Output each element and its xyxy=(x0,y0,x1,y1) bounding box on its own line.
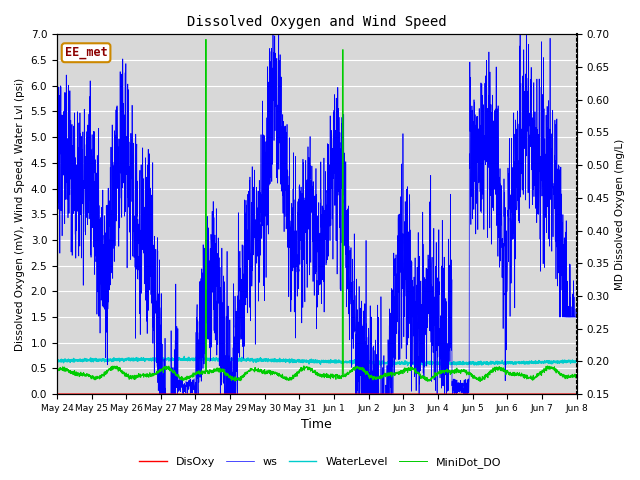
DisOxy xyxy=(143,391,151,397)
ws xyxy=(275,58,283,63)
WaterLevel xyxy=(507,361,515,367)
ws xyxy=(156,391,163,397)
Y-axis label: MD Dissolved Oxygen (mg/L): MD Dissolved Oxygen (mg/L) xyxy=(615,139,625,290)
WaterLevel xyxy=(573,359,580,365)
Y-axis label: Dissolved Oxygen (mV), Wind Speed, Water Lvl (psi): Dissolved Oxygen (mV), Wind Speed, Water… xyxy=(15,78,25,351)
WaterLevel xyxy=(113,357,120,362)
DisOxy xyxy=(573,391,580,397)
WaterLevel xyxy=(180,354,188,360)
DisOxy xyxy=(252,391,260,397)
Line: WaterLevel: WaterLevel xyxy=(57,357,577,366)
WaterLevel xyxy=(407,363,415,369)
MiniDot_DO xyxy=(563,373,570,379)
ws xyxy=(53,231,61,237)
WaterLevel xyxy=(143,356,151,362)
DisOxy xyxy=(113,391,120,397)
MiniDot_DO xyxy=(202,36,209,42)
ws xyxy=(143,207,151,213)
Text: EE_met: EE_met xyxy=(65,46,108,59)
ws xyxy=(573,314,580,320)
MiniDot_DO xyxy=(253,367,260,372)
MiniDot_DO xyxy=(143,373,151,379)
MiniDot_DO xyxy=(275,372,283,378)
DisOxy xyxy=(563,391,570,397)
MiniDot_DO xyxy=(113,365,120,371)
ws xyxy=(563,314,570,320)
Line: ws: ws xyxy=(57,35,577,394)
ws xyxy=(113,218,120,224)
ws xyxy=(507,214,515,220)
MiniDot_DO xyxy=(424,378,431,384)
DisOxy xyxy=(275,391,282,397)
Line: MiniDot_DO: MiniDot_DO xyxy=(57,39,577,381)
DisOxy xyxy=(507,391,515,397)
ws xyxy=(253,184,260,190)
X-axis label: Time: Time xyxy=(301,419,332,432)
MiniDot_DO xyxy=(53,367,61,373)
MiniDot_DO xyxy=(507,372,515,377)
MiniDot_DO xyxy=(573,373,580,379)
Title: Dissolved Oxygen and Wind Speed: Dissolved Oxygen and Wind Speed xyxy=(187,15,447,29)
WaterLevel xyxy=(53,358,61,364)
WaterLevel xyxy=(253,356,260,362)
WaterLevel xyxy=(275,358,283,363)
Legend: DisOxy, ws, WaterLevel, MiniDot_DO: DisOxy, ws, WaterLevel, MiniDot_DO xyxy=(134,452,506,472)
ws xyxy=(269,32,277,37)
WaterLevel xyxy=(563,359,570,364)
DisOxy xyxy=(53,391,61,397)
